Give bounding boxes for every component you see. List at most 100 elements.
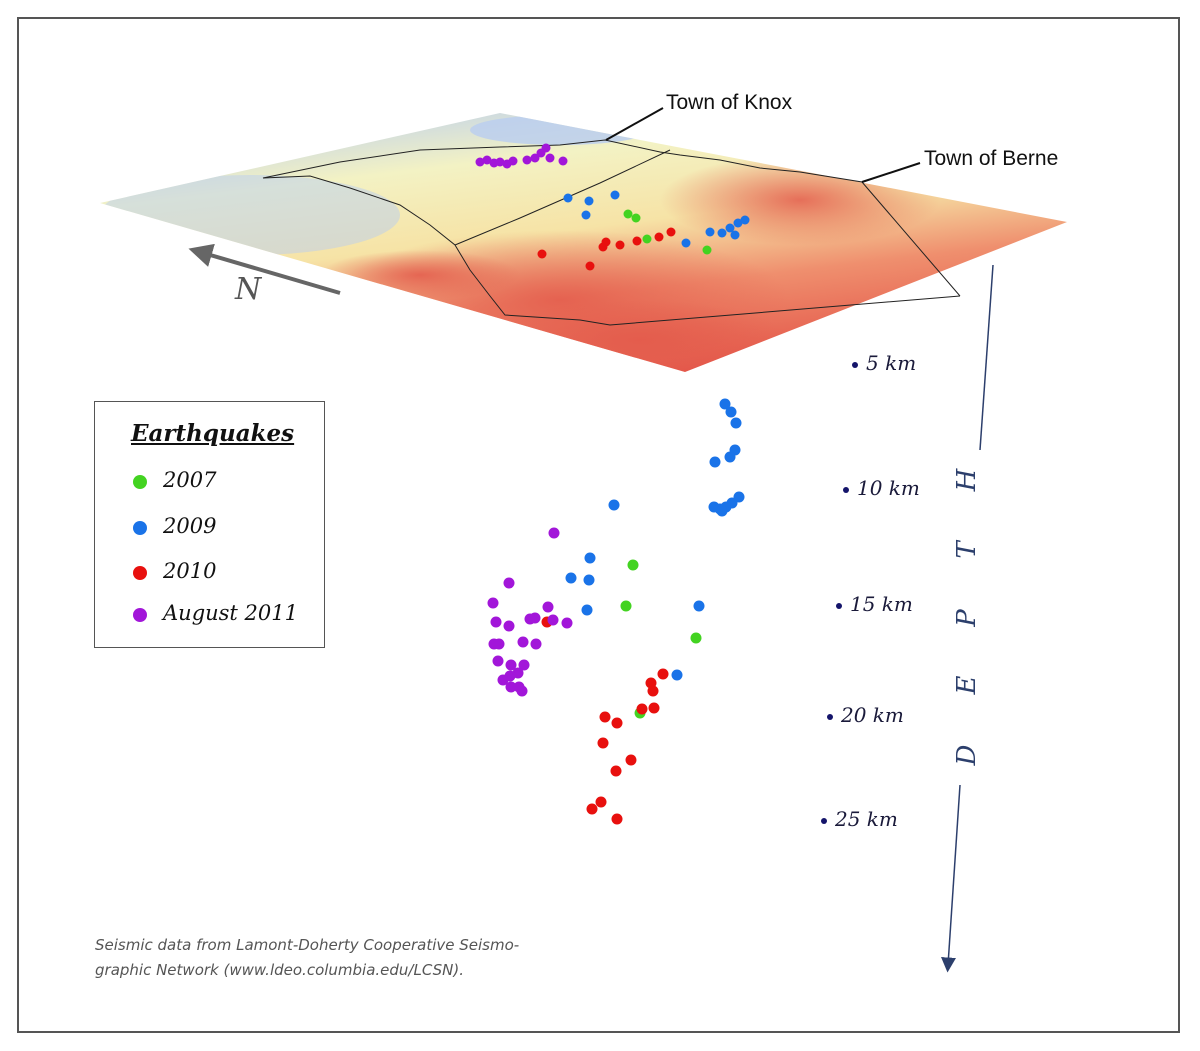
quake-2010-point [610,765,622,777]
depth-tick-5: 5 km [852,351,916,375]
depth-marker [843,486,849,493]
quake-aug-2011-point [492,655,504,667]
quake-2009-point [709,456,721,468]
legend-label: August 2011 [163,601,298,625]
depth-tick-label: 15 km [850,592,913,616]
depth-letter: E [952,675,982,695]
quake-2010-point [636,703,648,715]
legend-label: 2007 [163,468,217,492]
quake-aug-2011-point [475,157,485,167]
quake-2009-point [725,223,735,233]
quake-2007-point [631,213,641,223]
quake-2010-point [601,237,611,247]
quake-aug-2011-point [530,153,540,163]
quake-aug-2011-point [505,659,517,671]
depth-tick-25: 25 km [821,807,898,831]
legend-item-2009: 2009 [133,514,216,538]
quake-2010-point [648,702,660,714]
terrain-surface [100,113,1067,372]
credit-line: Seismic data from Lamont-Doherty Coopera… [95,936,520,954]
depth-marker [836,602,842,609]
knox-leader-line [605,107,664,141]
legend-item-august-2011: August 2011 [133,601,298,625]
quake-aug-2011-point [495,157,505,167]
depth-letter: T [952,541,982,559]
quake-2010-point [615,240,625,250]
quake-2009-point [730,417,742,429]
depth-tick-label: 25 km [835,807,898,831]
legend-swatch [133,607,147,622]
knox-south-boundary [262,175,961,326]
quake-2009-point [671,669,683,681]
depth-tick-label: 5 km [866,351,917,375]
berne-boundary [454,149,671,246]
quake-aug-2011-point [522,155,532,165]
depth-tick-label: 10 km [857,476,920,500]
quake-aug-2011-point [497,674,509,686]
depth-tick-10: 10 km [843,476,920,500]
quake-2010-point [666,227,676,237]
legend-item-2007: 2007 [133,468,216,492]
legend-swatch [133,474,147,489]
depth-marker [821,817,827,824]
quake-2010-point [597,737,609,749]
knox-boundary [262,139,961,297]
earthquake-points [475,143,750,825]
quake-2009-point [716,505,728,517]
quake-2007-point [620,600,632,612]
quake-2009-point [563,193,573,203]
quake-aug-2011-point [505,681,517,693]
quake-2010-point [585,261,595,271]
quake-2009-point [583,574,595,586]
quake-aug-2011-point [545,153,555,163]
depth-letter: H [952,468,982,492]
quake-2007-point [690,632,702,644]
quake-2009-point [705,227,715,237]
quake-aug-2011-point [542,601,554,613]
data-credit: Seismic data from Lamont-Doherty Coopera… [95,933,519,983]
quake-2010-point [632,236,642,246]
north-arrow [188,243,341,295]
quake-2009-point [733,491,745,503]
quake-2010-point [625,754,637,766]
figure-border [17,17,1180,1033]
legend-label: 2009 [163,514,217,538]
north-label: N [235,272,262,307]
legend-item-2010: 2010 [133,559,216,583]
legend: Earthquakes 2007 2009 2010 August 2011 [94,401,325,648]
quake-2009-point [565,572,577,584]
quake-2007-point [642,234,652,244]
depth-axis-title: D E P T H [952,455,992,775]
quake-aug-2011-point [547,614,559,626]
quake-2007-point [623,209,633,219]
depth-letter: P [952,609,982,627]
depth-marker [827,713,833,720]
quake-2009-point [681,238,691,248]
quake-aug-2011-point [517,636,529,648]
quake-2010-point [599,711,611,723]
quake-aug-2011-point [541,143,551,153]
quake-2009-point [724,451,736,463]
quake-2010-point [595,796,607,808]
quake-aug-2011-point [516,685,528,697]
depth-tick-15: 15 km [836,592,913,616]
quake-aug-2011-point [530,638,542,650]
quake-aug-2011-point [558,156,568,166]
quake-2010-point [537,249,547,259]
town-of-berne-label: Town of Berne [924,147,1059,170]
quake-2009-point [581,210,591,220]
quake-aug-2011-point [487,597,499,609]
quake-aug-2011-point [548,527,560,539]
legend-swatch [133,565,147,580]
quake-2009-point [693,600,705,612]
quake-2009-point [725,406,737,418]
quake-2009-point [740,215,750,225]
depth-axis-upper [979,264,994,451]
berne-leader-line [861,162,921,183]
legend-label: 2010 [163,559,217,583]
depth-axis-arrow [941,784,961,973]
quake-2010-point [657,668,669,680]
town-of-knox-label: Town of Knox [666,91,793,114]
